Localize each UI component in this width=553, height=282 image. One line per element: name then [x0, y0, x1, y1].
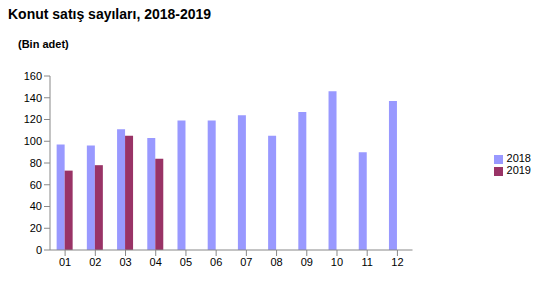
svg-text:12: 12: [391, 256, 403, 268]
svg-text:09: 09: [301, 256, 313, 268]
svg-text:100: 100: [24, 135, 42, 147]
svg-text:05: 05: [180, 256, 192, 268]
svg-text:160: 160: [24, 70, 42, 82]
svg-text:06: 06: [210, 256, 222, 268]
svg-text:40: 40: [30, 200, 42, 212]
svg-text:0: 0: [36, 244, 42, 256]
svg-text:80: 80: [30, 157, 42, 169]
html-text:Konut satış sayıları, 2018-201: Konut satış sayıları, 2018-2019: [8, 6, 212, 22]
svg-text:10: 10: [331, 256, 343, 268]
svg-text:11: 11: [361, 256, 372, 268]
svg-text:03: 03: [119, 256, 131, 268]
svg-text:60: 60: [30, 179, 42, 191]
html-text:2018: 2018: [506, 152, 531, 164]
html-text:(Bin adet): (Bin adet): [18, 38, 69, 50]
svg-text:04: 04: [150, 256, 162, 268]
svg-text:140: 140: [24, 92, 42, 104]
svg-text:20: 20: [30, 222, 42, 234]
svg-text:01: 01: [59, 256, 71, 268]
html-text:2019: 2019: [506, 164, 531, 176]
svg-text:120: 120: [24, 113, 42, 125]
svg-text:07: 07: [240, 256, 252, 268]
svg-text:02: 02: [89, 256, 101, 268]
svg-text:08: 08: [270, 256, 282, 268]
